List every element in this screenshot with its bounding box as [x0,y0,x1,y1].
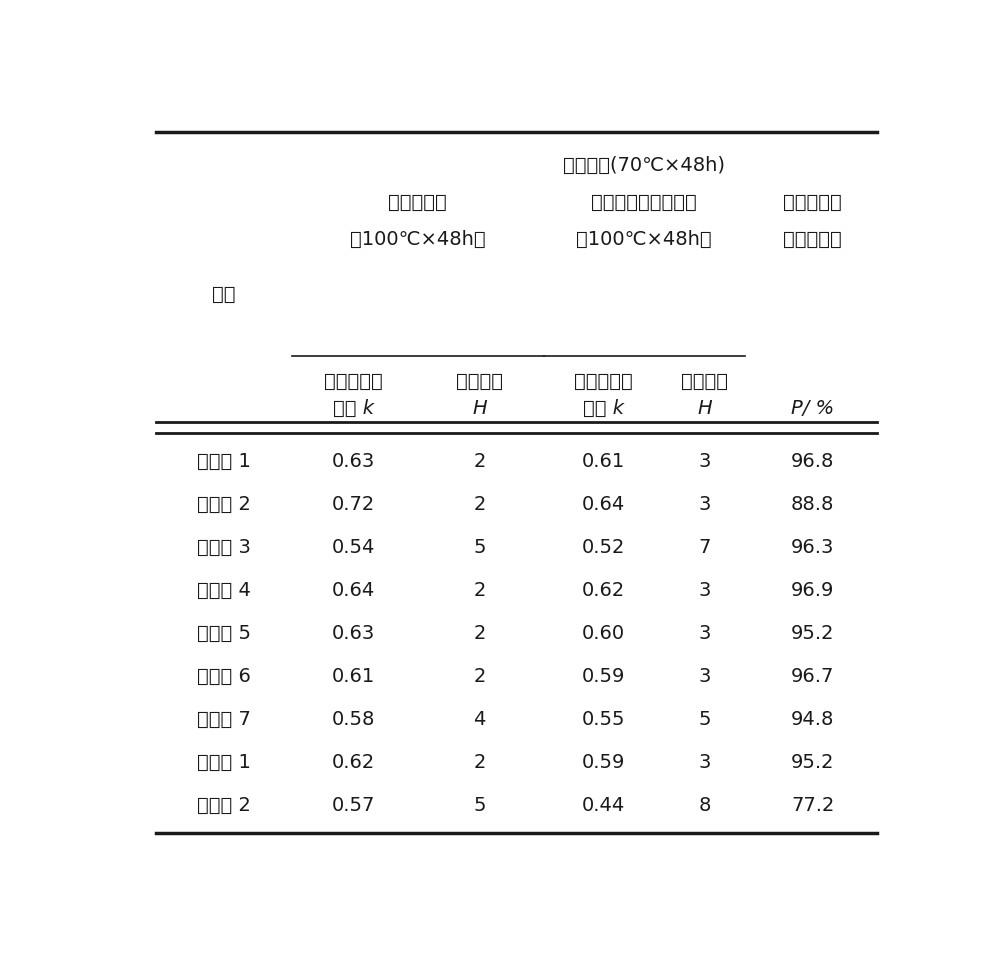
Text: 2: 2 [473,752,486,771]
Text: 2: 2 [473,623,486,642]
Text: H: H [472,398,487,417]
Text: 2: 2 [473,580,486,599]
Text: 0.44: 0.44 [582,795,625,814]
Text: 实施例 7: 实施例 7 [197,709,251,728]
Text: 实施例 4: 实施例 4 [197,580,251,599]
Text: （100℃×48h）: （100℃×48h） [576,230,712,249]
Text: 比较例 2: 比较例 2 [197,795,251,814]
Text: 96.3: 96.3 [791,537,834,557]
Text: H: H [697,398,712,417]
Text: 实施例 6: 实施例 6 [197,666,251,685]
Text: 5: 5 [473,795,486,814]
Text: 96.8: 96.8 [791,452,834,471]
Text: 8: 8 [698,795,710,814]
Text: 实施例 3: 实施例 3 [197,537,251,557]
Text: 0.60: 0.60 [582,623,625,642]
Text: 0.52: 0.52 [582,537,625,557]
Text: 0.57: 0.57 [332,795,375,814]
Text: 实施例 5: 实施例 5 [197,623,251,642]
Text: 95.2: 95.2 [791,623,835,642]
Text: 后再进行热空气老化: 后再进行热空气老化 [591,193,697,212]
Text: 0.61: 0.61 [332,666,375,685]
Text: 试样: 试样 [212,285,236,304]
Text: 94.8: 94.8 [791,709,834,728]
Text: 比较例 1: 比较例 1 [197,752,251,771]
Text: 0.64: 0.64 [332,580,375,599]
Text: 硬度变化: 硬度变化 [681,372,728,391]
Text: 3: 3 [698,452,710,471]
Text: 0.55: 0.55 [582,709,625,728]
Text: 0.54: 0.54 [332,537,375,557]
Text: 0.63: 0.63 [332,452,375,471]
Text: 0.58: 0.58 [332,709,375,728]
Text: 系数 k: 系数 k [583,398,624,417]
Text: 95.2: 95.2 [791,752,835,771]
Text: 0.62: 0.62 [332,752,375,771]
Text: 3: 3 [698,580,710,599]
Text: 系数 k: 系数 k [333,398,374,417]
Text: 抗张积老化: 抗张积老化 [783,193,842,212]
Text: 热水浸泡(70℃×48h): 热水浸泡(70℃×48h) [563,156,725,175]
Text: 实施例 1: 实施例 1 [197,452,251,471]
Text: 5: 5 [473,537,486,557]
Text: 2: 2 [473,495,486,514]
Text: （100℃×48h）: （100℃×48h） [350,230,485,249]
Text: 0.72: 0.72 [332,495,375,514]
Text: 2: 2 [473,666,486,685]
Text: 抗张积老化: 抗张积老化 [324,372,383,391]
Text: 2: 2 [473,452,486,471]
Text: 88.8: 88.8 [791,495,834,514]
Text: 硬度变化: 硬度变化 [456,372,503,391]
Text: 77.2: 77.2 [791,795,834,814]
Text: 0.62: 0.62 [582,580,625,599]
Text: 4: 4 [473,709,486,728]
Text: 7: 7 [698,537,710,557]
Text: 3: 3 [698,666,710,685]
Text: 3: 3 [698,495,710,514]
Text: 96.7: 96.7 [791,666,834,685]
Text: 0.59: 0.59 [582,666,625,685]
Text: P/ %: P/ % [791,398,834,417]
Text: 0.64: 0.64 [582,495,625,514]
Text: 3: 3 [698,623,710,642]
Text: 抗张积老化: 抗张积老化 [574,372,633,391]
Text: 实施例 2: 实施例 2 [197,495,251,514]
Text: 0.61: 0.61 [582,452,625,471]
Text: 5: 5 [698,709,711,728]
Text: 热空气老化: 热空气老化 [388,193,447,212]
Text: 3: 3 [698,752,710,771]
Text: 0.63: 0.63 [332,623,375,642]
Text: 96.9: 96.9 [791,580,834,599]
Text: 系数保持率: 系数保持率 [783,230,842,249]
Text: 0.59: 0.59 [582,752,625,771]
